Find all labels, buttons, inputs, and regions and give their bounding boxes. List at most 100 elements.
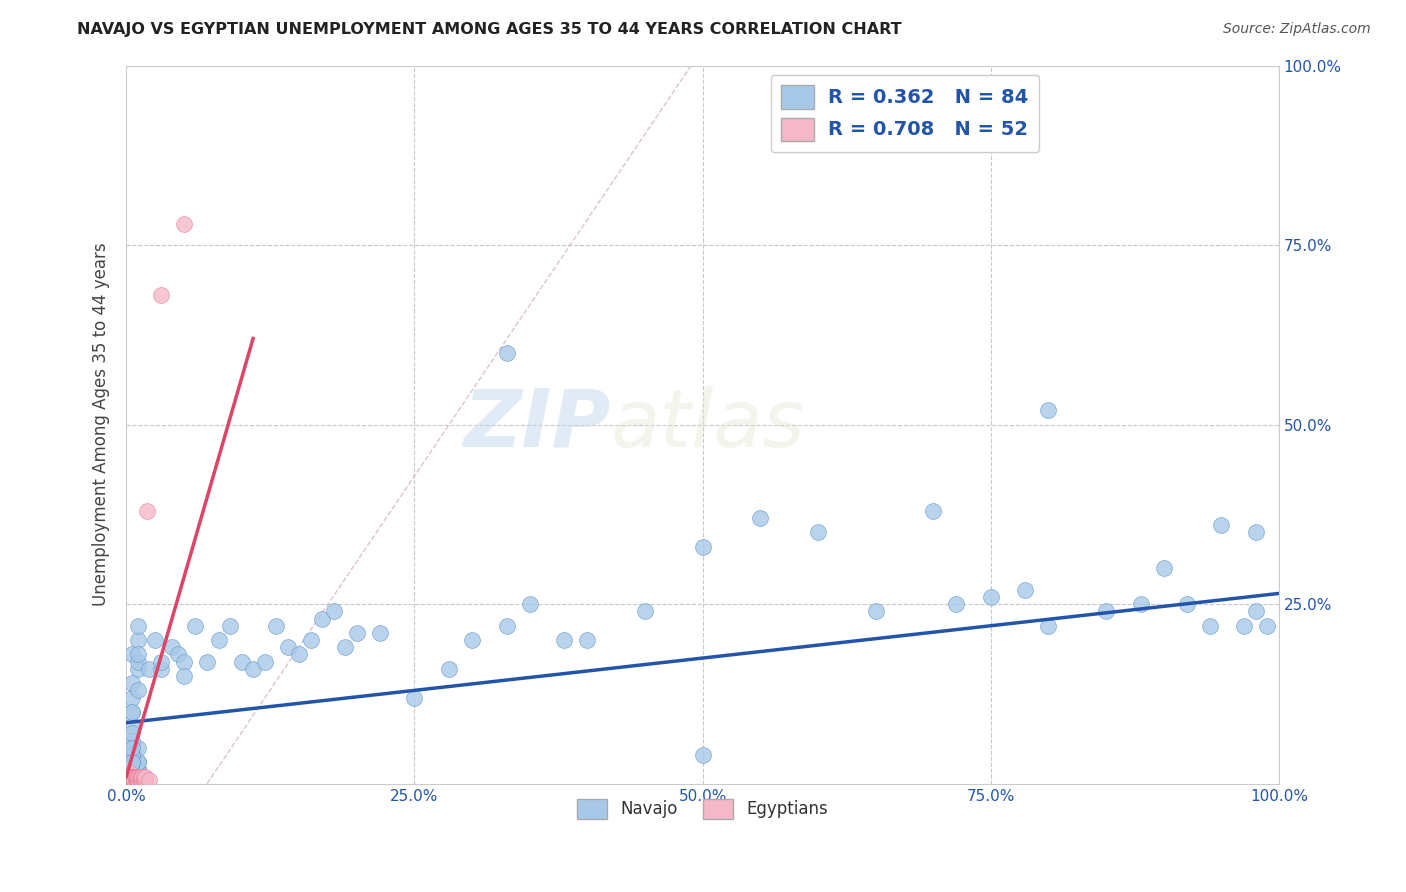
Point: [173, 217, 195, 231]
Point: [122, 773, 145, 788]
Point: [118, 766, 141, 780]
Point: [127, 662, 149, 676]
Point: [121, 755, 143, 769]
Point: [121, 755, 143, 769]
Point: [138, 662, 160, 676]
Point: [121, 747, 143, 762]
Point: [1244, 525, 1267, 540]
Point: [127, 633, 149, 648]
Point: [519, 597, 541, 611]
Point: [120, 773, 142, 788]
Point: [131, 770, 153, 784]
Point: [749, 511, 772, 525]
Point: [121, 740, 143, 755]
Point: [121, 690, 143, 705]
Point: [184, 619, 207, 633]
Point: [1198, 619, 1220, 633]
Point: [149, 662, 172, 676]
Point: [865, 604, 887, 618]
Point: [127, 770, 149, 784]
Point: [121, 770, 143, 784]
Point: [124, 763, 146, 777]
Point: [124, 770, 146, 784]
Point: [437, 662, 460, 676]
Point: [1095, 604, 1118, 618]
Text: atlas: atlas: [610, 385, 806, 464]
Point: [120, 770, 142, 784]
Point: [1038, 403, 1060, 417]
Point: [131, 773, 153, 788]
Point: [124, 773, 146, 788]
Point: [288, 648, 311, 662]
Point: [807, 525, 830, 540]
Point: [149, 655, 172, 669]
Point: [127, 770, 149, 784]
Point: [692, 747, 714, 762]
Point: [122, 773, 145, 788]
Point: [461, 633, 484, 648]
Point: [125, 773, 148, 788]
Point: [124, 773, 146, 788]
Point: [207, 633, 229, 648]
Point: [311, 611, 333, 625]
Text: NAVAJO VS EGYPTIAN UNEMPLOYMENT AMONG AGES 35 TO 44 YEARS CORRELATION CHART: NAVAJO VS EGYPTIAN UNEMPLOYMENT AMONG AG…: [77, 22, 903, 37]
Point: [129, 773, 152, 788]
Point: [121, 648, 143, 662]
Point: [195, 655, 218, 669]
Point: [127, 770, 149, 784]
Point: [692, 540, 714, 554]
Point: [1233, 619, 1256, 633]
Point: [124, 770, 146, 784]
Point: [124, 773, 146, 788]
Point: [553, 633, 575, 648]
Point: [127, 763, 149, 777]
Point: [125, 773, 148, 788]
Point: [368, 626, 391, 640]
Point: [121, 755, 143, 769]
Point: [173, 655, 195, 669]
Point: [127, 773, 149, 788]
Point: [945, 597, 967, 611]
Point: [121, 773, 143, 788]
Point: [149, 288, 172, 302]
Point: [121, 773, 143, 788]
Point: [264, 619, 287, 633]
Point: [121, 740, 143, 755]
Point: [121, 705, 143, 719]
Point: [346, 626, 368, 640]
Point: [162, 640, 184, 655]
Text: ZIP: ZIP: [463, 385, 610, 464]
Point: [117, 770, 139, 784]
Point: [173, 669, 195, 683]
Text: Source: ZipAtlas.com: Source: ZipAtlas.com: [1223, 22, 1371, 37]
Point: [299, 633, 322, 648]
Point: [121, 726, 143, 740]
Point: [404, 690, 426, 705]
Point: [121, 773, 143, 788]
Point: [634, 604, 657, 618]
Point: [127, 683, 149, 698]
Point: [138, 773, 160, 788]
Point: [121, 747, 143, 762]
Point: [1211, 518, 1233, 533]
Legend: Navajo, Egyptians: Navajo, Egyptians: [571, 792, 835, 826]
Point: [118, 773, 141, 788]
Point: [1153, 561, 1175, 575]
Point: [122, 770, 145, 784]
Point: [129, 773, 152, 788]
Point: [132, 770, 155, 784]
Point: [1244, 604, 1267, 618]
Point: [1014, 582, 1036, 597]
Point: [121, 763, 143, 777]
Point: [124, 770, 146, 784]
Y-axis label: Unemployment Among Ages 35 to 44 years: Unemployment Among Ages 35 to 44 years: [93, 243, 110, 607]
Point: [136, 504, 159, 518]
Point: [121, 770, 143, 784]
Point: [122, 770, 145, 784]
Point: [253, 655, 276, 669]
Point: [1038, 619, 1060, 633]
Point: [127, 770, 149, 784]
Point: [117, 773, 139, 788]
Point: [127, 773, 149, 788]
Point: [167, 648, 190, 662]
